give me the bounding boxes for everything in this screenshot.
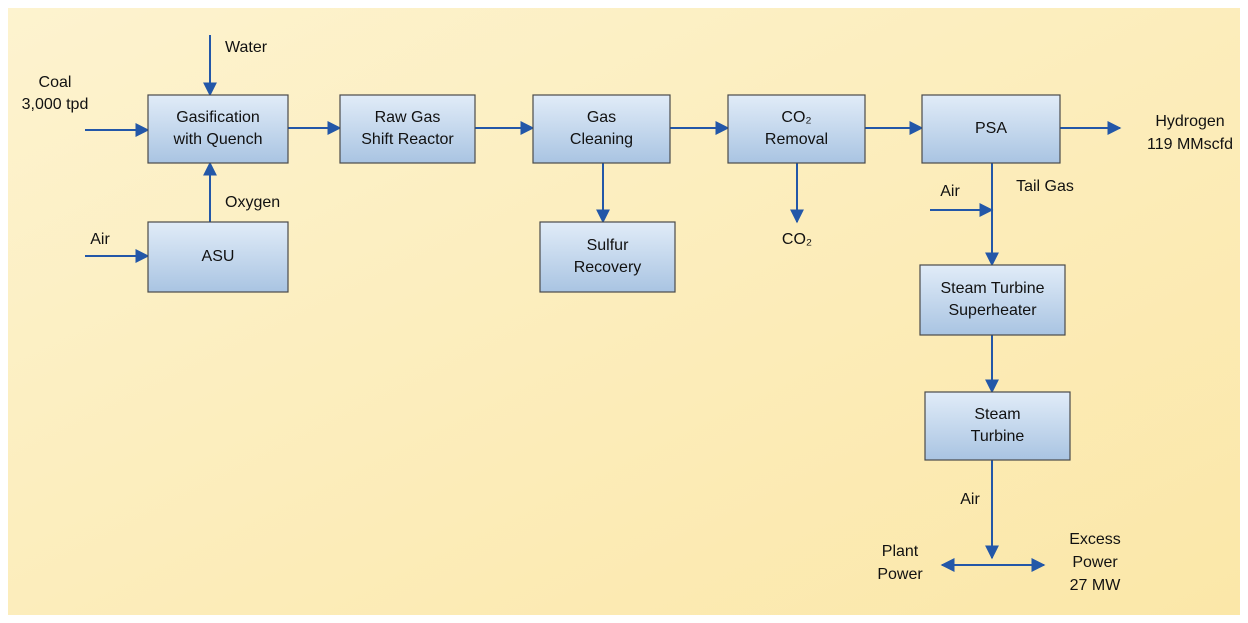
flow-label: Power [1072, 554, 1118, 571]
flow-label: CO₂ [782, 231, 812, 248]
flow-label: Oxygen [225, 194, 280, 211]
flow-label: Plant [882, 543, 919, 560]
box-label: Shift Reactor [361, 131, 454, 148]
box-label: Raw Gas [375, 109, 441, 126]
box-label: Gas [587, 109, 616, 126]
box-label: ASU [202, 248, 235, 265]
box-label: Removal [765, 131, 828, 148]
box-label: Turbine [971, 428, 1025, 445]
process-box [921, 94, 1061, 164]
flows [85, 35, 1122, 572]
process-box [539, 221, 676, 293]
box-label: Recovery [574, 259, 642, 276]
flow-label: 27 MW [1070, 577, 1122, 594]
process-box [924, 391, 1071, 461]
flow-label: Water [225, 39, 268, 56]
process-box [147, 94, 289, 164]
box-label: Steam Turbine [940, 280, 1044, 297]
box-label: Steam [974, 406, 1020, 423]
flow-label: Air [90, 231, 110, 248]
box-label: Gasification [176, 109, 260, 126]
box-label: Cleaning [570, 131, 633, 148]
flow-label: 119 MMscfd [1147, 136, 1233, 153]
box-label: CO₂ [781, 109, 811, 126]
flow-label: Air [960, 491, 980, 508]
box-label: Sulfur [587, 237, 629, 254]
process-box [339, 94, 476, 164]
flow-label: Coal [39, 74, 72, 91]
box-label: PSA [975, 120, 1007, 137]
process-box [727, 94, 866, 164]
process-box [532, 94, 671, 164]
flow-label: Power [877, 566, 923, 583]
flow-label: Hydrogen [1155, 113, 1224, 130]
flow-label: Excess [1069, 531, 1121, 548]
flow-label: 3,000 tpd [22, 96, 89, 113]
box-label: Superheater [948, 302, 1037, 319]
process-box [147, 221, 289, 293]
flow-label: Air [940, 183, 960, 200]
process-box [919, 264, 1066, 336]
box-label: with Quench [173, 131, 263, 148]
flow-label: Tail Gas [1016, 178, 1074, 195]
